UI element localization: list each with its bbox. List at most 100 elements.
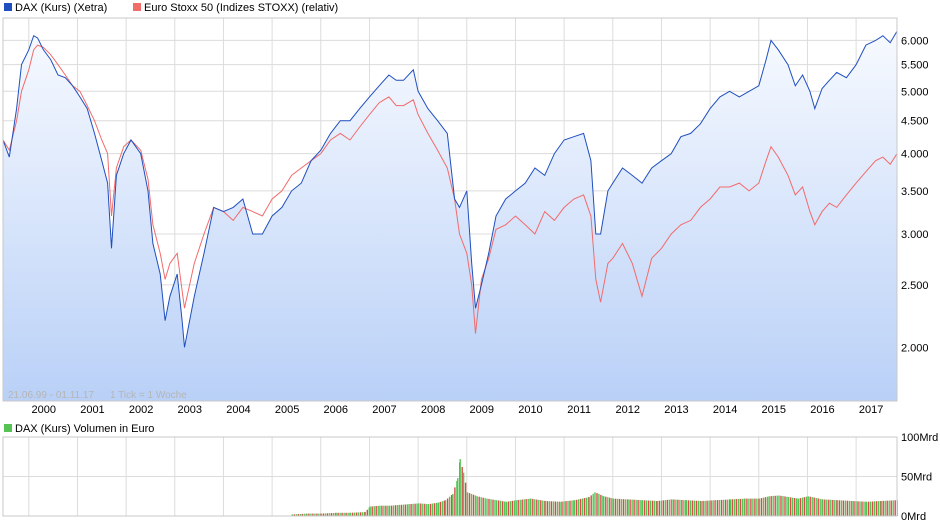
volume-y-ticks: 0Mrd 50Mrd 100Mrd xyxy=(901,432,938,523)
volume-bar xyxy=(668,499,670,516)
volume-bar xyxy=(799,498,802,516)
volume-bar xyxy=(594,492,596,516)
volume-bar xyxy=(563,501,565,516)
volume-bar xyxy=(627,499,629,516)
volume-bar xyxy=(851,501,853,516)
volume-bar xyxy=(888,500,890,516)
volume-y-tick-label: 100Mrd xyxy=(901,432,938,444)
x-tick-label: 2001 xyxy=(80,404,104,416)
volume-bar xyxy=(337,512,339,516)
volume-bar xyxy=(408,504,410,516)
volume-bar xyxy=(786,496,788,516)
volume-bar xyxy=(768,496,770,517)
volume-bar xyxy=(310,513,312,516)
volume-bar xyxy=(805,496,808,516)
volume-bar xyxy=(291,514,293,516)
legend-swatch-dax xyxy=(4,3,12,11)
volume-bar xyxy=(554,501,557,516)
volume-bar xyxy=(544,501,547,516)
volume-bar xyxy=(780,495,782,516)
volume-bar xyxy=(513,500,516,516)
volume-bar xyxy=(715,500,717,516)
legend-swatch-volume xyxy=(4,424,12,432)
volume-bar xyxy=(435,502,438,516)
volume-bar xyxy=(571,500,573,516)
dax-area-fill xyxy=(3,31,897,401)
volume-bar xyxy=(656,501,658,516)
volume-bar xyxy=(416,503,418,516)
volume-bar xyxy=(635,499,637,516)
volume-bar xyxy=(803,497,806,516)
volume-bar xyxy=(695,500,698,516)
volume-bar xyxy=(581,498,584,516)
volume-y-tick-label: 0Mrd xyxy=(901,511,926,523)
x-tick-label: 2015 xyxy=(762,404,786,416)
volume-bar xyxy=(422,503,424,516)
volume-bar xyxy=(618,498,621,516)
volume-bar xyxy=(484,498,486,516)
y-tick-label: 3.500 xyxy=(901,186,929,198)
volume-bar xyxy=(811,497,813,516)
volume-bar xyxy=(511,500,514,516)
volume-bar xyxy=(490,499,492,516)
volume-bar xyxy=(797,498,800,516)
volume-bar xyxy=(869,501,872,516)
volume-bar xyxy=(573,500,576,516)
volume-bar xyxy=(622,499,625,516)
volume-bar xyxy=(727,499,729,516)
volume-bar xyxy=(394,505,397,516)
volume-bar xyxy=(293,514,295,516)
volume-bar xyxy=(301,513,303,516)
volume-bar xyxy=(466,492,469,516)
volume-bar xyxy=(758,498,761,516)
volume-bar xyxy=(579,498,582,516)
volume-bar xyxy=(857,501,859,516)
volume-bar xyxy=(592,493,594,516)
volume-bar xyxy=(723,499,725,516)
volume-plot: 0Mrd 50Mrd 100Mrd xyxy=(2,432,938,523)
volume-bar xyxy=(443,500,445,516)
volume-bar xyxy=(746,498,748,516)
volume-bar xyxy=(404,504,407,516)
volume-bar xyxy=(712,500,714,516)
volume-bar xyxy=(642,500,644,516)
x-tick-label: 2007 xyxy=(372,404,396,416)
volume-bar xyxy=(515,500,517,516)
volume-bar xyxy=(406,504,409,516)
volume-bar xyxy=(819,498,821,516)
volume-bar xyxy=(546,501,549,516)
volume-y-tick-label: 50Mrd xyxy=(901,472,932,484)
volume-bar xyxy=(364,512,366,516)
volume-bar xyxy=(297,514,299,516)
volume-bar xyxy=(612,498,615,516)
volume-bar xyxy=(662,500,664,516)
volume-bar xyxy=(689,500,692,516)
volume-bar xyxy=(853,501,855,516)
volume-bar xyxy=(725,499,727,516)
volume-bar xyxy=(492,499,494,516)
volume-bar xyxy=(842,500,845,516)
y-axis-ticks: 2.000 2.500 3.000 3.500 4.000 4.500 5.000 5.500… xyxy=(901,35,929,354)
volume-bar xyxy=(834,500,836,516)
volume-bar xyxy=(782,496,784,516)
volume-bar xyxy=(813,497,815,516)
volume-bar xyxy=(387,505,389,516)
volume-bar xyxy=(721,499,723,516)
volume-bar xyxy=(650,500,652,516)
volume-bar xyxy=(480,497,482,516)
volume-bar xyxy=(772,495,774,516)
volume-bar xyxy=(875,501,878,516)
volume-bar xyxy=(509,501,512,516)
x-tick-label: 2017 xyxy=(859,404,883,416)
volume-bar xyxy=(441,501,443,516)
legend-label-stoxx: Euro Stoxx 50 (Indizes STOXX) (relativ) xyxy=(144,2,338,14)
volume-bar xyxy=(681,500,683,516)
volume-bar xyxy=(693,500,696,516)
volume-bar xyxy=(373,506,375,516)
volume-bar xyxy=(607,497,609,516)
volume-bar xyxy=(567,500,569,516)
volume-bar xyxy=(846,500,849,516)
volume-bar xyxy=(588,497,590,516)
volume-bar xyxy=(652,500,654,516)
x-tick-label: 2014 xyxy=(713,404,737,416)
